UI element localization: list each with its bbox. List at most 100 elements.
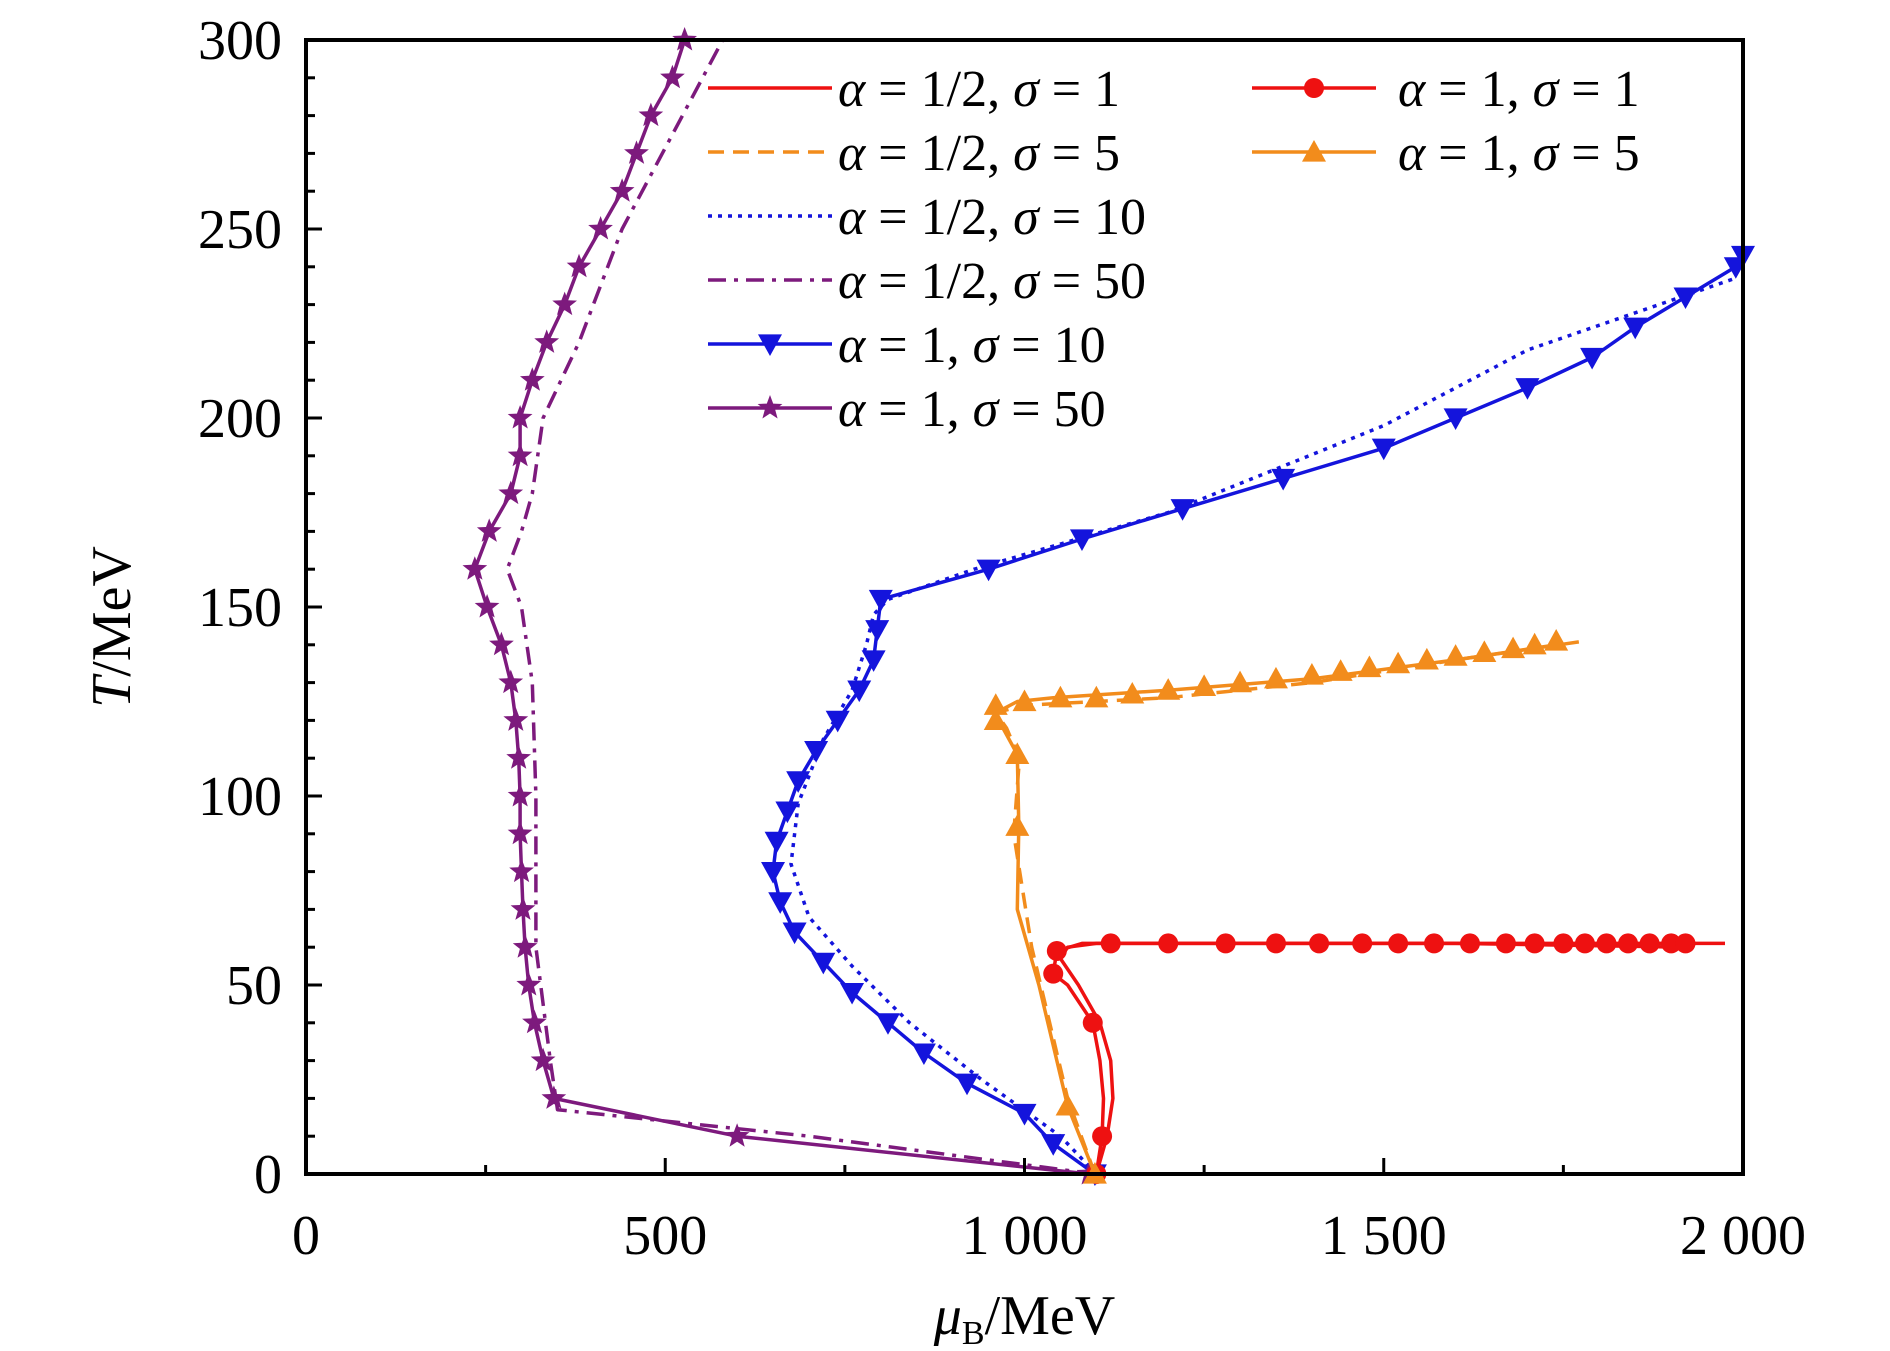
data-point — [1414, 647, 1439, 670]
legend-swatch-marker — [757, 395, 783, 419]
data-point — [476, 518, 502, 542]
data-point — [782, 922, 807, 945]
data-point — [875, 1013, 900, 1035]
data-point — [1228, 670, 1253, 693]
data-point — [955, 1073, 980, 1096]
y-tick-label: 150 — [198, 577, 282, 639]
data-point — [660, 64, 685, 89]
data-point — [1472, 640, 1497, 662]
data-point — [1046, 940, 1067, 961]
x-tick-label: 2 000 — [1680, 1205, 1806, 1267]
legend-swatch-marker — [758, 334, 782, 356]
x-tick-label: 500 — [623, 1205, 707, 1267]
data-point — [1299, 663, 1324, 685]
y-tick-label: 200 — [198, 388, 282, 450]
data-point — [865, 620, 890, 642]
data-point — [1084, 685, 1109, 708]
data-point — [1524, 933, 1545, 954]
y-axis-unit: /MeV — [81, 546, 143, 677]
legend-item-alpha-1-2-sigma-10: α = 1/2, σ = 10 — [708, 189, 1146, 246]
data-point — [1215, 933, 1236, 954]
data-point — [1623, 317, 1648, 340]
data-point — [1596, 933, 1617, 954]
data-point — [868, 589, 893, 612]
x-tick-label: 1 500 — [1321, 1205, 1447, 1267]
data-point — [1271, 468, 1296, 491]
series-alpha-1-sigma-50 — [462, 27, 1102, 1185]
legend-item-alpha-1-sigma-1: α = 1, σ = 1 — [1252, 61, 1640, 118]
x-axis-unit: /MeV — [985, 1285, 1116, 1347]
data-point — [1386, 651, 1411, 674]
x-axis-symbol: μ — [933, 1285, 962, 1347]
data-point — [1443, 644, 1468, 666]
data-point — [1043, 963, 1064, 984]
legend-item-alpha-1-sigma-10: α = 1, σ = 10 — [708, 317, 1106, 374]
series-alpha-1-sigma-10 — [761, 245, 1755, 1186]
data-point — [724, 1123, 750, 1147]
data-point — [847, 680, 872, 703]
data-point — [503, 707, 529, 731]
data-point — [507, 783, 533, 807]
data-point — [522, 1009, 547, 1034]
data-point — [825, 710, 850, 733]
x-tick-label: 0 — [292, 1205, 320, 1267]
legend-label: α = 1/2, σ = 5 — [838, 125, 1120, 182]
series-alpha-1-2-sigma-5 — [994, 639, 1586, 1175]
data-point — [1263, 666, 1288, 689]
legend-label: α = 1, σ = 1 — [1398, 61, 1640, 118]
data-point — [1357, 655, 1382, 678]
series-alpha-1-2-sigma-50 — [505, 39, 1096, 1176]
y-tick-label: 250 — [198, 199, 282, 261]
data-point — [1574, 933, 1595, 954]
data-point — [1388, 933, 1409, 954]
data-point — [1265, 933, 1286, 954]
data-point — [534, 329, 560, 353]
data-point — [624, 140, 649, 164]
data-point — [1618, 933, 1639, 954]
data-point — [1005, 814, 1030, 836]
data-point — [1170, 499, 1195, 521]
legend-swatch-marker — [1302, 140, 1326, 162]
data-point — [489, 631, 514, 656]
x-axis-subscript: B — [962, 1315, 985, 1351]
y-tick-label: 300 — [198, 10, 282, 72]
data-point — [507, 820, 533, 845]
data-point — [761, 862, 786, 884]
y-tick-label: 0 — [254, 1144, 282, 1206]
series-line-alpha-1-sigma-1 — [1051, 941, 1686, 1175]
series-line-alpha-1-2-sigma-1 — [1058, 941, 1725, 1175]
series-alpha-1-sigma-1 — [1043, 933, 1696, 1184]
data-point — [1100, 933, 1121, 954]
data-point — [609, 178, 635, 202]
legend-swatch-marker — [1304, 78, 1324, 98]
data-point — [775, 801, 800, 824]
series-line-alpha-1-sigma-5 — [994, 643, 1557, 1175]
data-point — [1352, 933, 1373, 954]
data-point — [1012, 689, 1037, 712]
data-point — [638, 102, 664, 127]
data-point — [509, 858, 534, 883]
legend-item-alpha-1-2-sigma-50: α = 1/2, σ = 50 — [708, 253, 1146, 310]
series-line-alpha-1-2-sigma-5 — [994, 639, 1586, 1175]
data-point — [1092, 1126, 1113, 1147]
legend-label: α = 1, σ = 5 — [1398, 125, 1640, 182]
series-alpha-1-sigma-5 — [983, 629, 1569, 1184]
y-tick-label: 50 — [226, 955, 282, 1017]
data-point — [1459, 933, 1480, 954]
data-point — [1055, 1093, 1080, 1116]
data-point — [1515, 378, 1540, 400]
data-point — [552, 291, 577, 316]
series-alpha-1-2-sigma-1 — [1058, 941, 1725, 1175]
data-point — [1120, 681, 1145, 704]
data-point — [1580, 347, 1605, 370]
data-point — [861, 650, 886, 672]
data-point — [462, 556, 488, 580]
data-point — [1443, 408, 1468, 430]
legend-label: α = 1/2, σ = 1 — [838, 61, 1120, 118]
data-point — [911, 1043, 936, 1066]
data-point — [840, 982, 865, 1005]
series-line-alpha-1-2-sigma-50 — [505, 39, 1096, 1176]
data-point — [588, 216, 613, 240]
data-point — [1082, 1012, 1103, 1033]
